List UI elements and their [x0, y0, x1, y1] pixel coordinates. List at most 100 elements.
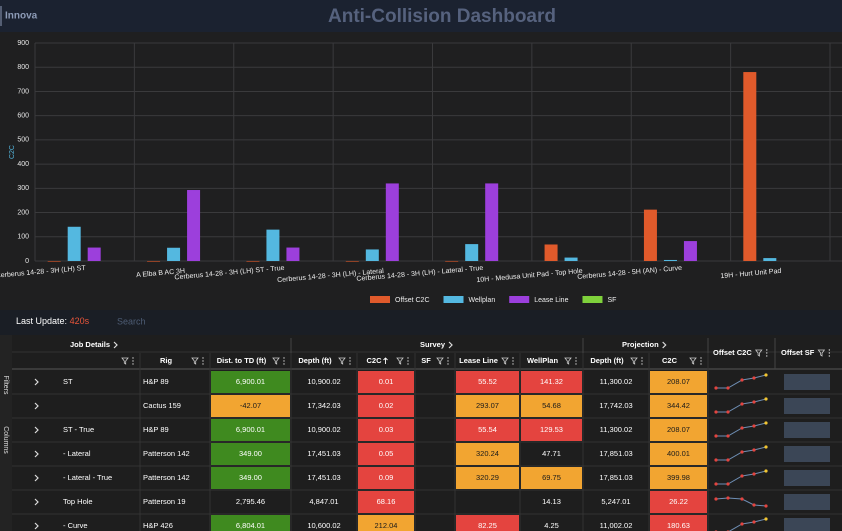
- menu-icon[interactable]: [512, 357, 514, 359]
- menu-icon[interactable]: [132, 357, 134, 359]
- table-cell: 399.98: [667, 473, 690, 482]
- filter-icon[interactable]: [338, 357, 346, 365]
- menu-icon[interactable]: [202, 357, 204, 359]
- column-header[interactable]: Dist. to TD (ft): [217, 356, 267, 365]
- menu-icon[interactable]: [512, 363, 514, 365]
- menu-icon[interactable]: [349, 357, 351, 359]
- brand[interactable]: Innova: [5, 11, 38, 22]
- column-header[interactable]: SF: [421, 356, 431, 365]
- y-tick-label: 800: [17, 64, 29, 71]
- filter-icon[interactable]: [501, 357, 509, 365]
- menu-icon[interactable]: [700, 357, 702, 359]
- status-bar: [0, 310, 842, 335]
- trend-point: [752, 472, 756, 476]
- column-header[interactable]: Lease Line: [459, 356, 498, 365]
- menu-icon[interactable]: [766, 355, 768, 357]
- legend-label[interactable]: Offset C2C: [395, 297, 430, 304]
- column-group[interactable]: Survey: [420, 340, 446, 349]
- sf-bar: [784, 518, 830, 531]
- menu-icon[interactable]: [575, 360, 577, 362]
- filter-icon[interactable]: [817, 349, 826, 357]
- table-cell: - Lateral: [63, 449, 91, 458]
- menu-icon[interactable]: [828, 355, 831, 357]
- column-header[interactable]: C2C: [662, 356, 678, 365]
- cell-highlight: [521, 395, 582, 417]
- filter-icon[interactable]: [754, 349, 763, 357]
- menu-icon[interactable]: [132, 360, 134, 362]
- search-input[interactable]: Search: [117, 316, 146, 326]
- row-expand[interactable]: [34, 498, 39, 506]
- y-tick-label: 500: [17, 137, 29, 144]
- menu-icon[interactable]: [641, 357, 643, 359]
- table-cell: - Lateral - True: [63, 473, 112, 482]
- column-group[interactable]: Offset C2C: [713, 348, 752, 357]
- columns-tab[interactable]: Columns: [2, 426, 9, 454]
- column-header[interactable]: C2C: [366, 356, 382, 365]
- menu-icon[interactable]: [575, 363, 577, 365]
- menu-icon[interactable]: [766, 349, 768, 351]
- column-header[interactable]: WellPlan: [527, 356, 559, 365]
- menu-icon[interactable]: [283, 360, 285, 362]
- menu-icon[interactable]: [447, 357, 449, 359]
- menu-icon[interactable]: [700, 363, 702, 365]
- menu-icon[interactable]: [132, 363, 134, 365]
- menu-icon[interactable]: [283, 363, 285, 365]
- menu-icon[interactable]: [512, 360, 514, 362]
- trend-point: [752, 376, 756, 380]
- menu-icon[interactable]: [407, 357, 409, 359]
- filter-icon[interactable]: [689, 357, 697, 365]
- menu-icon[interactable]: [202, 363, 204, 365]
- filter-icon[interactable]: [436, 357, 444, 365]
- menu-icon[interactable]: [447, 363, 449, 365]
- menu-icon[interactable]: [700, 360, 702, 362]
- cell-highlight: [358, 443, 414, 465]
- group-expand[interactable]: [662, 341, 667, 349]
- menu-icon[interactable]: [447, 360, 449, 362]
- menu-icon[interactable]: [828, 349, 831, 351]
- trend-point: [726, 458, 730, 462]
- legend-label[interactable]: Lease Line: [534, 297, 568, 304]
- row-expand[interactable]: [34, 402, 39, 410]
- menu-icon[interactable]: [349, 363, 351, 365]
- column-header[interactable]: Rig: [160, 356, 173, 365]
- table-cell: 11,300.02: [600, 425, 633, 434]
- column-group[interactable]: Job Details: [70, 340, 110, 349]
- menu-icon[interactable]: [407, 360, 409, 362]
- menu-icon[interactable]: [641, 360, 643, 362]
- menu-icon[interactable]: [283, 357, 285, 359]
- menu-icon[interactable]: [202, 360, 204, 362]
- table-cell: 349.00: [239, 449, 262, 458]
- row-expand[interactable]: [34, 450, 39, 458]
- row-expand[interactable]: [34, 474, 39, 482]
- filter-icon[interactable]: [191, 357, 199, 365]
- column-group[interactable]: Projection: [622, 340, 659, 349]
- row-expand[interactable]: [34, 426, 39, 434]
- column-group[interactable]: Offset SF: [781, 348, 815, 357]
- filter-icon[interactable]: [121, 357, 129, 365]
- menu-icon[interactable]: [641, 363, 643, 365]
- group-expand[interactable]: [448, 341, 453, 349]
- menu-icon[interactable]: [828, 352, 831, 354]
- menu-icon[interactable]: [766, 352, 768, 354]
- table-cell: -42.07: [240, 401, 261, 410]
- legend-label[interactable]: SF: [607, 297, 616, 304]
- filter-icon[interactable]: [272, 357, 280, 365]
- table-cell: - Curve: [63, 521, 88, 530]
- filter-icon[interactable]: [630, 357, 638, 365]
- row-expand[interactable]: [34, 378, 39, 386]
- filter-icon[interactable]: [396, 357, 404, 365]
- trend-point: [714, 410, 718, 414]
- menu-icon[interactable]: [407, 363, 409, 365]
- cell-highlight: [211, 443, 290, 465]
- filters-tab[interactable]: Filters: [2, 375, 9, 395]
- menu-icon[interactable]: [349, 360, 351, 362]
- group-expand[interactable]: [113, 341, 118, 349]
- menu-icon[interactable]: [575, 357, 577, 359]
- column-header[interactable]: Depth (ft): [590, 356, 624, 365]
- legend-label[interactable]: Wellplan: [469, 297, 496, 304]
- bar: [465, 244, 479, 261]
- column-header[interactable]: Depth (ft): [298, 356, 332, 365]
- row-expand[interactable]: [34, 522, 39, 530]
- sf-bar: [784, 374, 830, 390]
- filter-icon[interactable]: [564, 357, 572, 365]
